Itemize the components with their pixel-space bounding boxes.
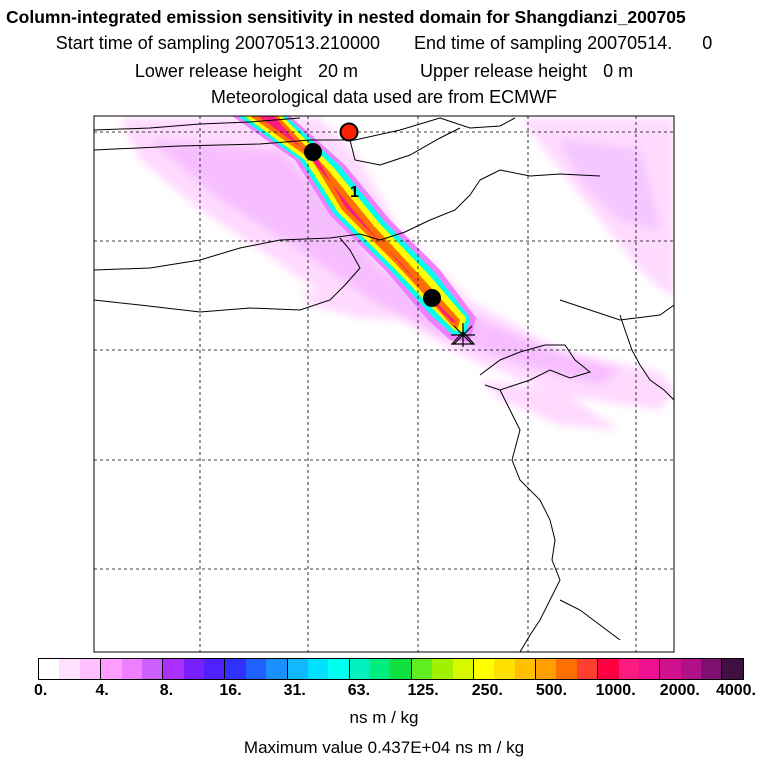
legend-tick-label: 4.: [95, 682, 109, 699]
legend-color-segment: [79, 659, 102, 679]
legend-color-segment: [225, 659, 246, 679]
legend-color-segment: [121, 659, 142, 679]
legend-color-segment: [307, 659, 329, 679]
legend-tick-label: 500.: [535, 682, 568, 699]
map-field: 1: [94, 116, 674, 652]
coast-north-2: [94, 117, 441, 151]
legend-tick-label: 125.: [407, 682, 439, 699]
end-suffix: 0: [702, 33, 713, 53]
met-data-line: Meteorological data used are from ECMWF: [210, 87, 558, 107]
black-marker-lower: [423, 289, 441, 307]
lower-label: Lower release height: [134, 61, 302, 81]
legend-color-segment: [245, 659, 267, 679]
legend-color-segment: [618, 659, 639, 679]
coast-east: [559, 299, 674, 321]
legend-tick-label: 250.: [471, 682, 503, 699]
legend-tick-labels: 0. 4. 8. 16. 31. 63. 125. 250. 500. 1000. 2000. 400…: [0, 682, 768, 704]
legend-color-segment: [680, 659, 701, 679]
legend-tick-label: 0.: [33, 682, 48, 699]
legend-color-segment: [701, 659, 723, 679]
legend-color-segment: [266, 659, 288, 679]
coast-shandong: [479, 344, 592, 391]
legend-tick-label: 2000.: [659, 682, 700, 699]
gridlines: [94, 116, 674, 652]
maximum-value-text: Maximum value 0.437E+04 ns m / kg: [243, 738, 525, 757]
map-frame: [93, 115, 675, 653]
legend-tick-label: 16.: [219, 682, 242, 699]
legend-color-segment: [576, 659, 599, 679]
legend-color-segment: [287, 659, 308, 679]
color-legend-bar: [38, 658, 744, 680]
end-value: 20070514.: [587, 33, 673, 53]
legend-color-segment: [514, 659, 536, 679]
legend-color-segment: [411, 659, 433, 679]
legend-tick-label: 8.: [159, 682, 174, 699]
legend-color-segment: [452, 659, 474, 679]
haze-inner: [150, 140, 620, 385]
legend-color-segment: [163, 659, 184, 679]
legend-color-segment: [722, 659, 743, 679]
legend-color-segment: [141, 659, 164, 679]
legend-color-segment: [473, 659, 495, 679]
legend-color-segment: [349, 659, 370, 679]
legend-color-segment: [390, 659, 412, 679]
legend-tick-label: 31.: [283, 682, 306, 699]
legend-color-segment: [101, 659, 122, 679]
coast-south: [559, 599, 621, 641]
start-label: Start time of sampling: [55, 33, 230, 53]
upper-label: Upper release height: [420, 61, 588, 81]
plume-core: [258, 116, 456, 322]
coast-peninsula: [349, 127, 461, 166]
station-star-icon: [450, 323, 476, 347]
coast-west: [94, 237, 361, 313]
plume-band-orange: [250, 116, 460, 328]
coast-liaodong: [479, 169, 601, 181]
lower-value: 20 m: [317, 61, 358, 81]
legend-color-segment: [59, 659, 80, 679]
release-heights-line: Lower release height 20 m Upper release …: [0, 60, 768, 82]
legend-color-segment: [39, 659, 60, 679]
legend-color-segment: [494, 659, 515, 679]
sampling-times-line: Start time of sampling 20070513.210000 E…: [0, 32, 768, 54]
legend-color-segment: [536, 659, 557, 679]
legend-color-segment: [598, 659, 619, 679]
legend-tick-label: 63.: [347, 682, 371, 699]
haze-southeast: [480, 380, 620, 430]
legend-color-segment: [328, 659, 350, 679]
legend-tick-label: 4000.: [715, 682, 757, 699]
red-release-marker: [339, 122, 359, 142]
legend-color-segment: [183, 659, 204, 679]
coast-north-3: [439, 117, 516, 129]
plume: [232, 116, 476, 342]
haze-northeast-inner: [560, 140, 660, 230]
legend-color-segment: [204, 659, 226, 679]
legend-unit: ns m / kg: [349, 708, 419, 727]
upper-value: 0 m: [603, 61, 634, 81]
legend-color-segment: [370, 659, 391, 679]
legend-color-segment: [660, 659, 681, 679]
end-label: End time of sampling: [414, 33, 583, 53]
start-value: 20070513.210000: [234, 33, 380, 53]
legend-color-segment: [556, 659, 577, 679]
plume-label: 1: [350, 184, 359, 201]
black-marker-upper: [304, 143, 322, 161]
legend-color-segment: [638, 659, 661, 679]
map-title: Column-integrated emission sensitivity i…: [6, 7, 686, 27]
legend-tick-label: 1000.: [595, 682, 636, 699]
coast-east-china: [499, 389, 561, 652]
legend-color-segment: [432, 659, 453, 679]
coast-korea: [619, 314, 674, 401]
haze-west: [300, 290, 400, 320]
